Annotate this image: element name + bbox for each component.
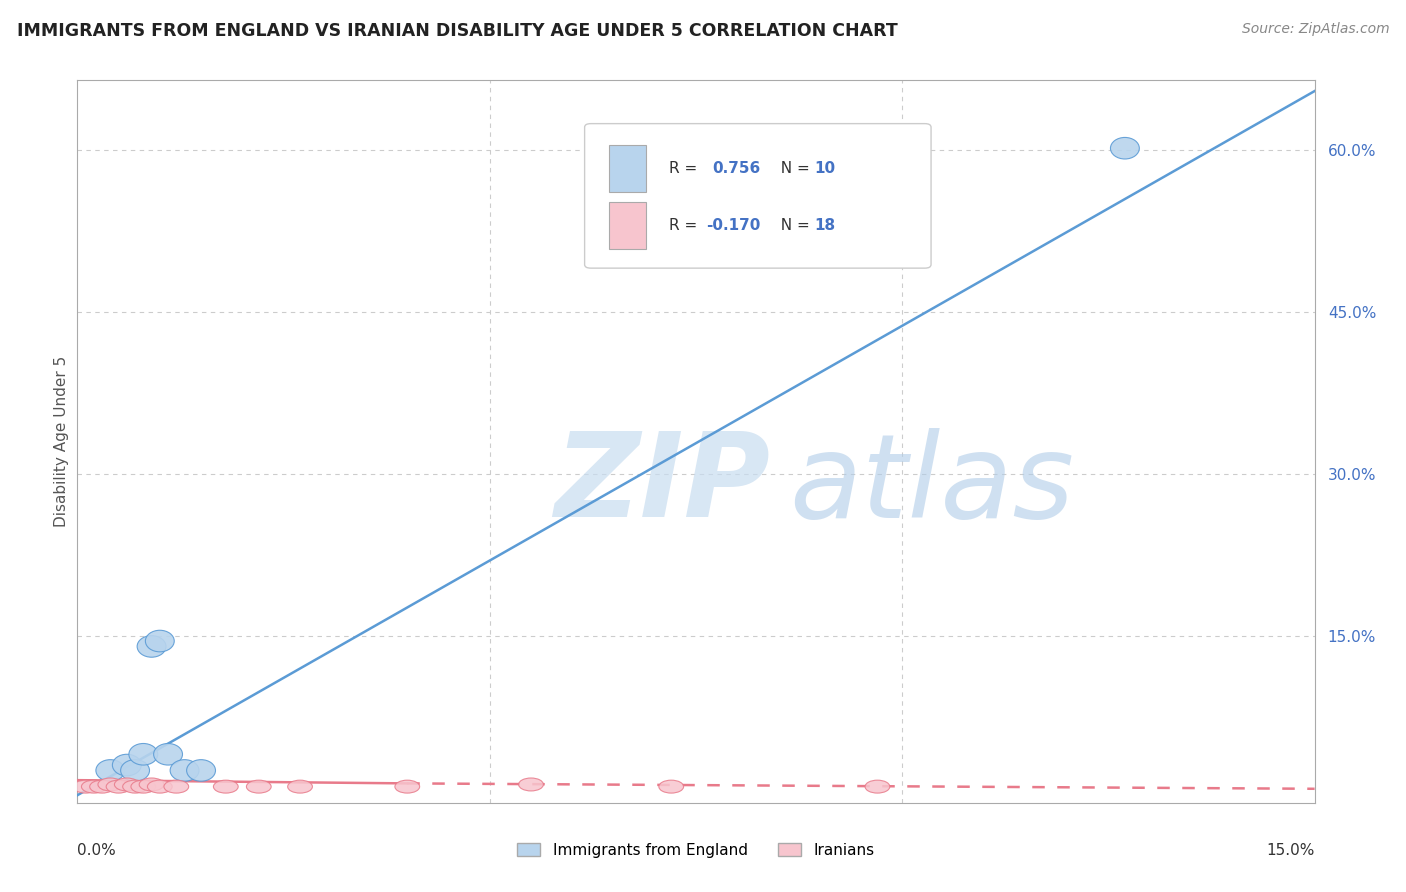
Ellipse shape: [865, 780, 890, 793]
Ellipse shape: [107, 780, 131, 793]
Ellipse shape: [96, 760, 125, 781]
Text: 18: 18: [814, 218, 837, 233]
Text: R =: R =: [669, 218, 702, 233]
Text: ZIP: ZIP: [554, 427, 769, 542]
FancyBboxPatch shape: [585, 124, 931, 268]
Ellipse shape: [519, 778, 543, 791]
Ellipse shape: [187, 760, 215, 781]
Ellipse shape: [148, 780, 172, 793]
Ellipse shape: [122, 780, 148, 793]
Ellipse shape: [131, 780, 156, 793]
Text: N =: N =: [772, 218, 815, 233]
Ellipse shape: [90, 780, 114, 793]
FancyBboxPatch shape: [609, 202, 647, 249]
Ellipse shape: [288, 780, 312, 793]
Text: 0.0%: 0.0%: [77, 843, 117, 857]
Ellipse shape: [214, 780, 238, 793]
Ellipse shape: [659, 780, 683, 793]
Ellipse shape: [153, 744, 183, 765]
Ellipse shape: [1111, 137, 1139, 159]
Ellipse shape: [73, 780, 98, 793]
Text: Source: ZipAtlas.com: Source: ZipAtlas.com: [1241, 22, 1389, 37]
Text: 0.756: 0.756: [711, 161, 761, 177]
Ellipse shape: [165, 780, 188, 793]
Ellipse shape: [138, 636, 166, 657]
Ellipse shape: [112, 755, 141, 776]
Ellipse shape: [139, 778, 165, 791]
Ellipse shape: [246, 780, 271, 793]
Y-axis label: Disability Age Under 5: Disability Age Under 5: [53, 356, 69, 527]
Text: IMMIGRANTS FROM ENGLAND VS IRANIAN DISABILITY AGE UNDER 5 CORRELATION CHART: IMMIGRANTS FROM ENGLAND VS IRANIAN DISAB…: [17, 22, 897, 40]
Ellipse shape: [121, 760, 149, 781]
Text: N =: N =: [772, 161, 815, 177]
Text: 15.0%: 15.0%: [1267, 843, 1315, 857]
Ellipse shape: [129, 744, 157, 765]
Text: 10: 10: [814, 161, 837, 177]
FancyBboxPatch shape: [609, 145, 647, 193]
Text: -0.170: -0.170: [706, 218, 761, 233]
Ellipse shape: [170, 760, 200, 781]
Ellipse shape: [82, 780, 107, 793]
Ellipse shape: [114, 778, 139, 791]
Ellipse shape: [98, 778, 122, 791]
Text: atlas: atlas: [789, 428, 1074, 542]
Legend: Immigrants from England, Iranians: Immigrants from England, Iranians: [512, 837, 880, 863]
Ellipse shape: [395, 780, 419, 793]
Ellipse shape: [145, 631, 174, 652]
Text: R =: R =: [669, 161, 707, 177]
